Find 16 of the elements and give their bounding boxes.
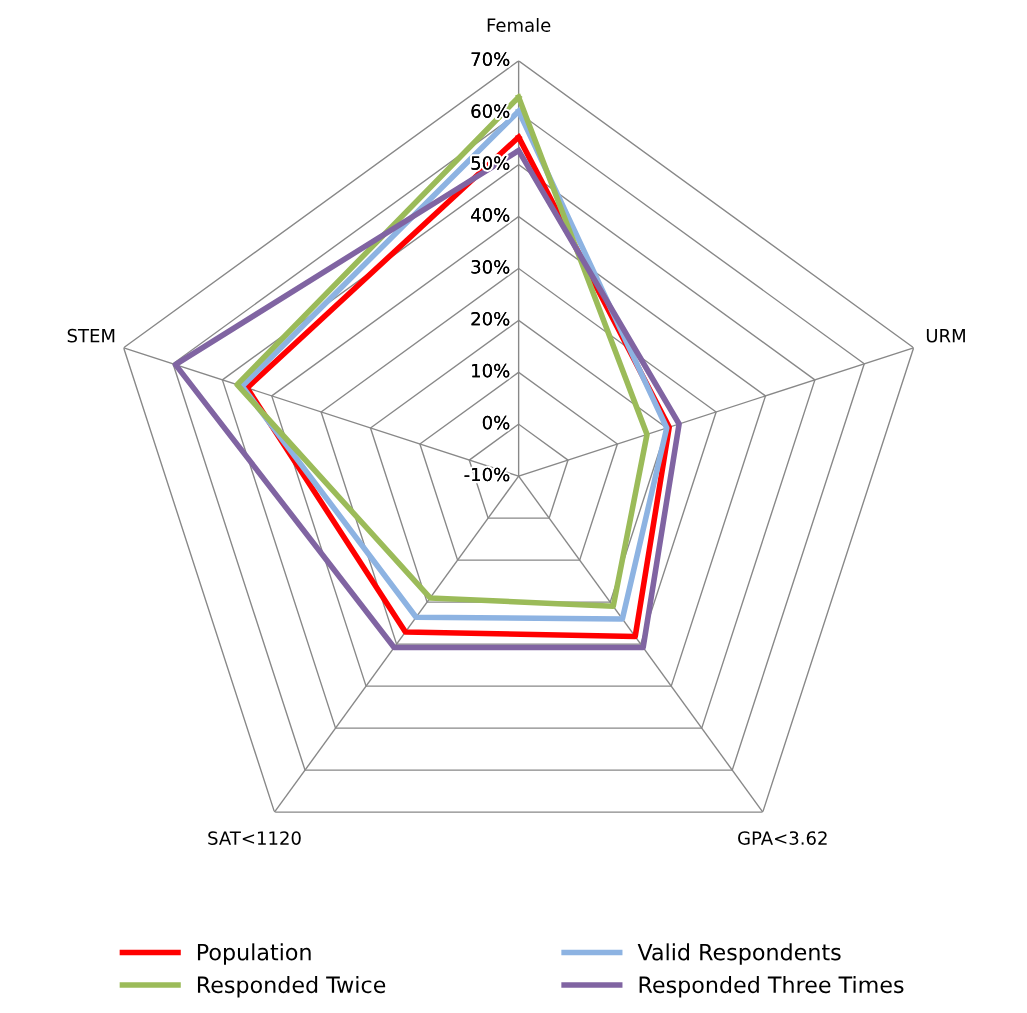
y-tick-label: 20% [471, 311, 510, 326]
y-tick-label: 70% [471, 52, 510, 67]
y-tick-label: -10% [464, 467, 510, 482]
spoke-label: GPA<3.62 [738, 831, 827, 845]
spoke-label: URM [926, 329, 965, 343]
spoke-label: SAT<1120 [208, 831, 301, 845]
legend-label: Population [197, 943, 311, 965]
y-tick-label: 40% [471, 208, 510, 222]
y-tick-label: 30% [471, 260, 510, 274]
legend-label: Valid Respondents [637, 943, 841, 965]
y-tick-label: 0% [482, 415, 510, 430]
y-tick-label: 10% [472, 363, 510, 378]
legend-label: Responded Three Times [639, 975, 904, 998]
legend-label: Responded Twice [197, 975, 386, 998]
spoke-label: Female [487, 18, 551, 32]
spoke-label: STEM [67, 328, 115, 343]
